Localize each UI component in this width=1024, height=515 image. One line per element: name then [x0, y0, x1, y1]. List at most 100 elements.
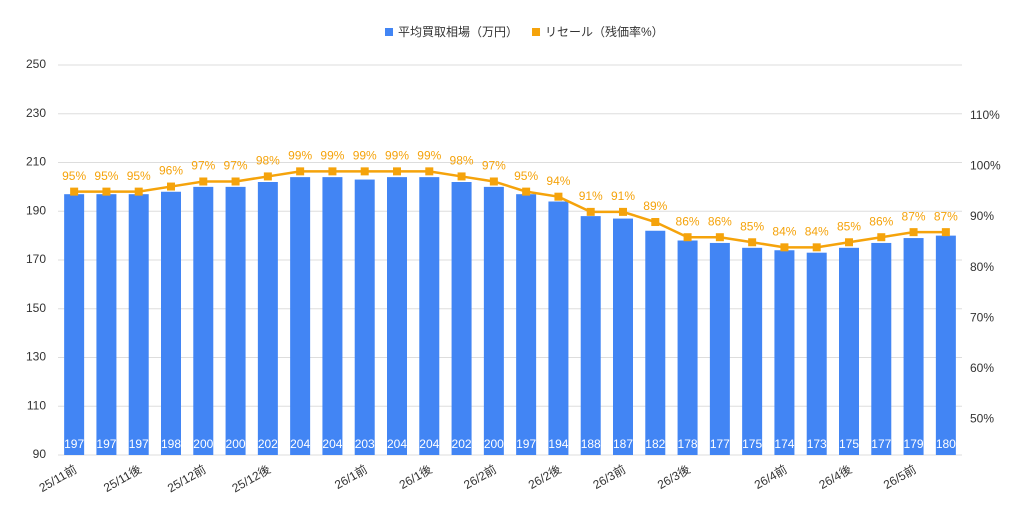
line-point: [231, 177, 240, 186]
line-value-label: 94%: [546, 174, 570, 188]
line-point: [134, 187, 143, 196]
line-value-label: 86%: [676, 214, 700, 228]
bar-value-label: 188: [581, 437, 601, 451]
y-tick-label: 130: [26, 350, 46, 364]
bar: [322, 177, 343, 455]
line-value-label: 84%: [805, 225, 829, 239]
line-value-label: 91%: [611, 189, 635, 203]
bar: [580, 216, 601, 455]
line-point: [812, 243, 821, 252]
line-point: [522, 187, 531, 196]
y-tick-label: 170: [26, 252, 46, 266]
x-tick-label: 26/2後: [526, 462, 564, 492]
line-point: [393, 167, 401, 176]
line-value-label: 86%: [869, 214, 893, 228]
x-tick-label: 26/5前: [881, 461, 919, 492]
bar-value-label: 200: [484, 437, 504, 451]
x-tick-label: 26/1後: [397, 462, 435, 492]
bar-value-label: 174: [774, 437, 794, 451]
x-tick-label: 26/1前: [332, 461, 370, 492]
y-tick-label: 210: [26, 155, 46, 169]
line-point: [651, 218, 660, 227]
line-value-label: 95%: [127, 169, 151, 183]
line-point: [360, 167, 369, 176]
y-tick-label: 150: [26, 301, 46, 315]
line-value-label: 89%: [643, 199, 667, 213]
line-value-label: 87%: [902, 209, 926, 223]
line-point: [586, 207, 595, 216]
bar: [806, 252, 827, 455]
line-value-label: 98%: [450, 154, 474, 168]
line-value-label: 99%: [353, 149, 377, 163]
bar-value-label: 204: [419, 437, 439, 451]
line-value-label: 98%: [256, 154, 280, 168]
bar: [193, 186, 214, 455]
bar: [290, 177, 311, 455]
line-point: [877, 233, 886, 242]
x-tick-label: 26/3後: [655, 462, 693, 492]
y2-tick-label: 100%: [970, 158, 1001, 172]
bar-value-label: 180: [936, 437, 956, 451]
bar-value-label: 175: [742, 437, 762, 451]
line: [74, 170, 946, 249]
bar: [96, 194, 117, 455]
x-tick-label: 26/4前: [751, 461, 789, 492]
line-point: [683, 233, 692, 242]
bar: [774, 250, 795, 455]
bar-value-label: 187: [613, 437, 633, 451]
bar: [451, 182, 472, 455]
bar-value-label: 179: [904, 437, 924, 451]
bar-value-label: 197: [129, 437, 149, 451]
line-value-label: 86%: [708, 214, 732, 228]
bar: [419, 177, 440, 455]
y2-tick-label: 110%: [970, 108, 1000, 122]
bar: [677, 240, 698, 455]
line-point: [296, 167, 305, 176]
line-point: [167, 182, 175, 191]
line-value-label: 96%: [159, 164, 183, 178]
line-value-label: 99%: [385, 149, 409, 163]
x-tick-label: 26/3前: [590, 461, 628, 492]
bar: [161, 191, 181, 455]
line-value-label: 97%: [191, 159, 215, 173]
bar-value-label: 197: [96, 437, 116, 451]
y-tick-label: 110: [27, 398, 46, 412]
line-value-label: 97%: [224, 159, 248, 173]
line-point: [715, 233, 724, 242]
line-value-label: 85%: [740, 219, 764, 233]
legend-label: リセール（残価率%）: [545, 24, 664, 39]
bar: [709, 242, 730, 455]
line-point: [263, 172, 272, 181]
bar: [839, 247, 859, 455]
legend-swatch: [385, 28, 393, 36]
bar-value-label: 194: [548, 437, 568, 451]
bar: [257, 182, 278, 455]
bar-value-label: 177: [871, 437, 891, 451]
line-value-label: 84%: [772, 225, 796, 239]
bar: [128, 194, 149, 455]
line-value-label: 99%: [288, 149, 312, 163]
line-value-label: 99%: [320, 149, 344, 163]
legend-swatch: [532, 28, 541, 36]
line-value-label: 87%: [934, 209, 958, 223]
line-value-label: 99%: [417, 149, 441, 163]
line-point: [70, 187, 79, 196]
legend-label: 平均買取相場（万円）: [398, 25, 518, 39]
line-point: [619, 207, 627, 216]
bar-value-label: 202: [258, 437, 278, 451]
bar-value-label: 204: [290, 437, 310, 451]
line-value-label: 95%: [94, 169, 118, 183]
x-tick-label: 26/4後: [816, 462, 854, 492]
x-tick-label: 25/11前: [36, 461, 79, 495]
bar-value-label: 204: [322, 437, 342, 451]
line-point: [199, 177, 208, 186]
x-tick-label: 25/12前: [164, 461, 208, 495]
bar-value-label: 204: [387, 437, 407, 451]
bar: [935, 235, 956, 455]
bar-value-label: 178: [678, 437, 698, 451]
bar-value-label: 177: [710, 437, 730, 451]
x-tick-label: 25/12後: [230, 462, 273, 495]
bar: [387, 177, 407, 455]
y-tick-label: 90: [33, 447, 47, 461]
